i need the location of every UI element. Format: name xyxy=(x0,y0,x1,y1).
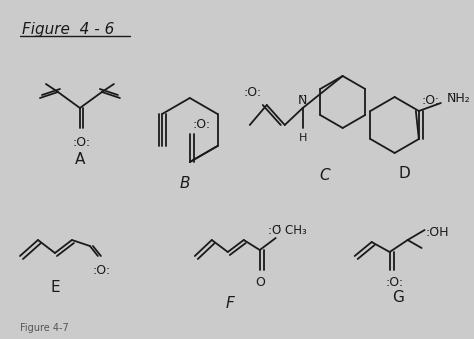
Text: C: C xyxy=(319,167,330,182)
Text: B: B xyxy=(180,177,190,192)
Text: F: F xyxy=(226,296,234,311)
Text: N̈: N̈ xyxy=(298,94,308,106)
Text: Figure  4 - 6: Figure 4 - 6 xyxy=(22,22,114,37)
Text: :O:: :O: xyxy=(422,95,440,107)
Text: :Ö CH₃: :Ö CH₃ xyxy=(268,223,307,237)
Text: A: A xyxy=(75,153,85,167)
Text: N̈H₂: N̈H₂ xyxy=(447,93,471,105)
Text: O: O xyxy=(255,276,264,288)
Text: G: G xyxy=(392,291,403,305)
Text: :O:: :O: xyxy=(385,276,404,288)
Text: :O:: :O: xyxy=(193,118,211,131)
Text: :O:: :O: xyxy=(73,136,91,148)
Text: E: E xyxy=(50,280,60,296)
Text: Figure 4-7: Figure 4-7 xyxy=(20,323,69,333)
Text: H: H xyxy=(299,133,307,143)
Text: :O:: :O: xyxy=(93,263,111,277)
Text: D: D xyxy=(399,165,410,180)
Text: :O:: :O: xyxy=(244,85,262,99)
Text: :ÖH: :ÖH xyxy=(426,225,449,239)
